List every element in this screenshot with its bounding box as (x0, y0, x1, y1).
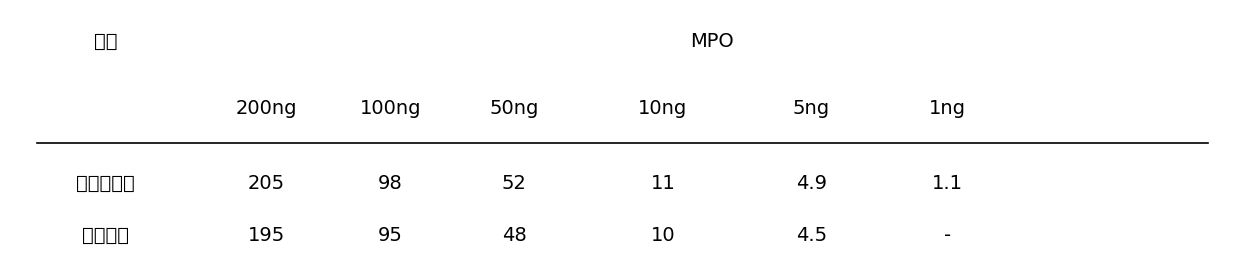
Text: 未处理组: 未处理组 (82, 226, 129, 245)
Text: MPO: MPO (690, 32, 735, 51)
Text: 195: 195 (248, 226, 285, 245)
Text: 11: 11 (650, 174, 675, 193)
Text: 聚乙烯醇组: 聚乙烯醇组 (76, 174, 135, 193)
Text: 10: 10 (650, 226, 675, 245)
Text: 98: 98 (378, 174, 403, 193)
Text: 100ng: 100ng (359, 99, 421, 118)
Text: 50ng: 50ng (489, 99, 539, 118)
Text: 5ng: 5ng (793, 99, 830, 118)
Text: 组别: 组别 (94, 32, 116, 51)
Text: 205: 205 (248, 174, 285, 193)
Text: 4.9: 4.9 (795, 174, 828, 193)
Text: 48: 48 (502, 226, 527, 245)
Text: 4.5: 4.5 (795, 226, 828, 245)
Text: 200ng: 200ng (235, 99, 297, 118)
Text: 10ng: 10ng (638, 99, 688, 118)
Text: 52: 52 (502, 174, 527, 193)
Text: -: - (944, 226, 952, 245)
Text: 1ng: 1ng (929, 99, 966, 118)
Text: 1.1: 1.1 (932, 174, 964, 193)
Text: 95: 95 (378, 226, 403, 245)
